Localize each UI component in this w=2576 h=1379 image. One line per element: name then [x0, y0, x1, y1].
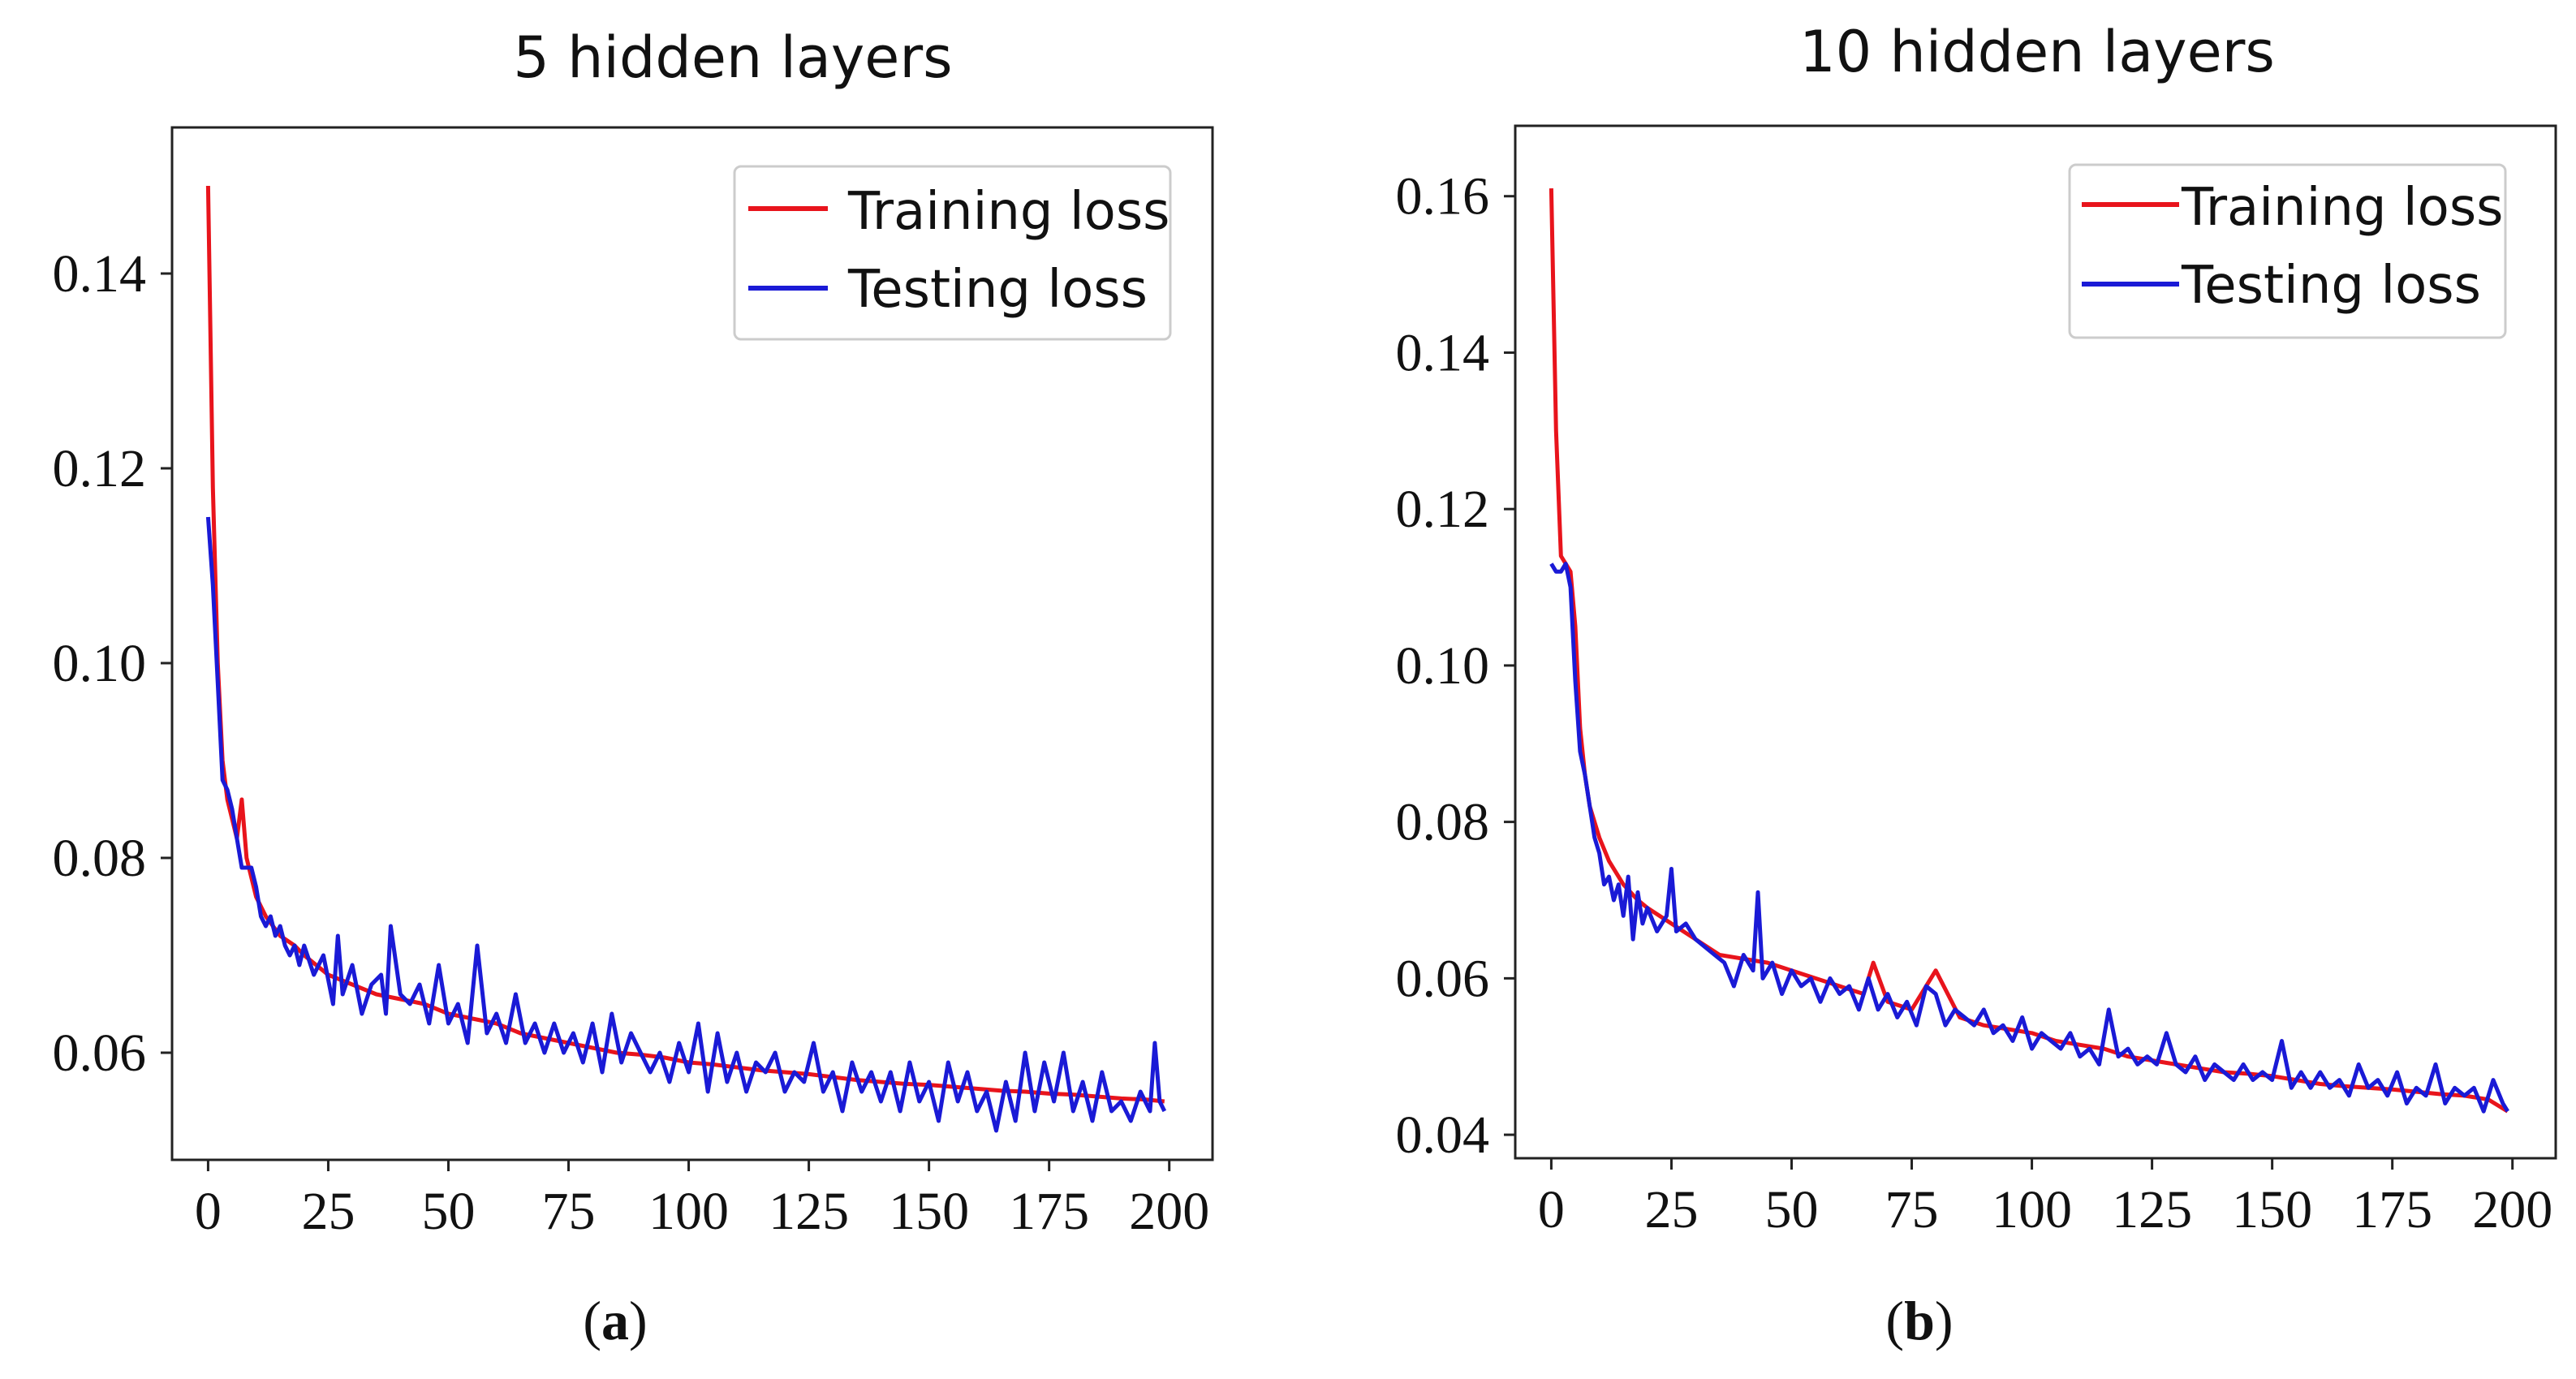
x-tick-label: 125	[2112, 1180, 2192, 1239]
x-tick-label: 150	[2232, 1180, 2312, 1239]
plot-frame	[1514, 124, 2557, 1160]
plot-frame	[170, 126, 1214, 1161]
axis-ticks: 0 25 50 75 100 125 150 175 200 0.04 0.06 0.08 0.10 0.…	[1396, 167, 2553, 1239]
x-tick-label: 175	[2352, 1180, 2432, 1239]
legend-label-testing: Testing loss	[847, 260, 1148, 320]
x-tick-label: 75	[1885, 1180, 1939, 1239]
x-tick-label: 100	[648, 1182, 729, 1241]
legend-label-training: Training loss	[2181, 178, 2504, 238]
x-tick-label: 175	[1009, 1182, 1089, 1241]
x-tick-label: 200	[2472, 1180, 2552, 1239]
chart-title: 10 hidden layers	[1799, 19, 2275, 85]
series-lines	[205, 185, 1167, 1133]
chart-panel-a: 5 hidden layers 0 25 50 75 100 125 150 175 200 0.…	[53, 24, 1214, 1351]
x-tick-label: 75	[542, 1182, 596, 1241]
y-tick-label: 0.12	[1396, 480, 1490, 539]
x-tick-label: 0	[1538, 1180, 1565, 1239]
x-tick-label: 25	[301, 1182, 355, 1241]
legend-box	[733, 165, 1172, 341]
x-tick-label: 50	[421, 1182, 475, 1241]
testing-loss-line	[205, 516, 1167, 1133]
x-tick-label: 150	[889, 1182, 969, 1241]
y-tick-label: 0.08	[53, 829, 147, 888]
chart-title: 5 hidden layers	[513, 24, 952, 91]
axis-ticks: 0 25 50 75 100 125 150 175 200 0.06 0.08 0.10 0.12 0.…	[53, 244, 1210, 1241]
chart-panel-b: 10 hidden layers 0 25 50 75 100 125 150 175 2000…	[1396, 19, 2557, 1351]
y-tick-label: 0.16	[1396, 167, 1490, 226]
plot-area: 0 25 50 75 100 125 150 175 200 0.04 0.06 0.08 0.10 0.…	[1396, 124, 2557, 1239]
x-tick-label: 25	[1644, 1180, 1698, 1239]
y-tick-label: 0.10	[53, 634, 147, 693]
x-tick-label: 0	[195, 1182, 222, 1241]
panel-caption-letter: b	[1904, 1290, 1935, 1351]
y-tick-label: 0.06	[53, 1023, 147, 1083]
x-tick-label: 50	[1764, 1180, 1818, 1239]
legend: Training loss Testing loss	[2068, 163, 2507, 339]
panel-caption: (b)	[1885, 1290, 1953, 1351]
y-tick-label: 0.12	[53, 439, 147, 498]
legend-box	[2068, 163, 2507, 339]
x-tick-label: 200	[1129, 1182, 1209, 1241]
panel-caption: (a)	[583, 1290, 647, 1351]
testing-loss-line	[1549, 562, 2509, 1114]
x-tick-label: 100	[1992, 1180, 2072, 1239]
legend: Training loss Testing loss	[733, 165, 1172, 341]
legend-label-testing: Testing loss	[2181, 256, 2481, 316]
y-tick-label: 0.04	[1396, 1105, 1490, 1165]
y-tick-label: 0.10	[1396, 636, 1490, 696]
x-tick-label: 125	[769, 1182, 849, 1241]
y-tick-label: 0.14	[53, 244, 147, 304]
panel-caption-letter: a	[601, 1290, 629, 1351]
legend-label-training: Training loss	[847, 182, 1170, 242]
y-tick-label: 0.06	[1396, 949, 1490, 1008]
y-tick-label: 0.08	[1396, 793, 1490, 852]
series-lines	[1549, 188, 2509, 1114]
y-tick-label: 0.14	[1396, 323, 1490, 382]
plot-area: 0 25 50 75 100 125 150 175 200 0.06 0.08 0.10 0.12 0.…	[53, 126, 1214, 1241]
